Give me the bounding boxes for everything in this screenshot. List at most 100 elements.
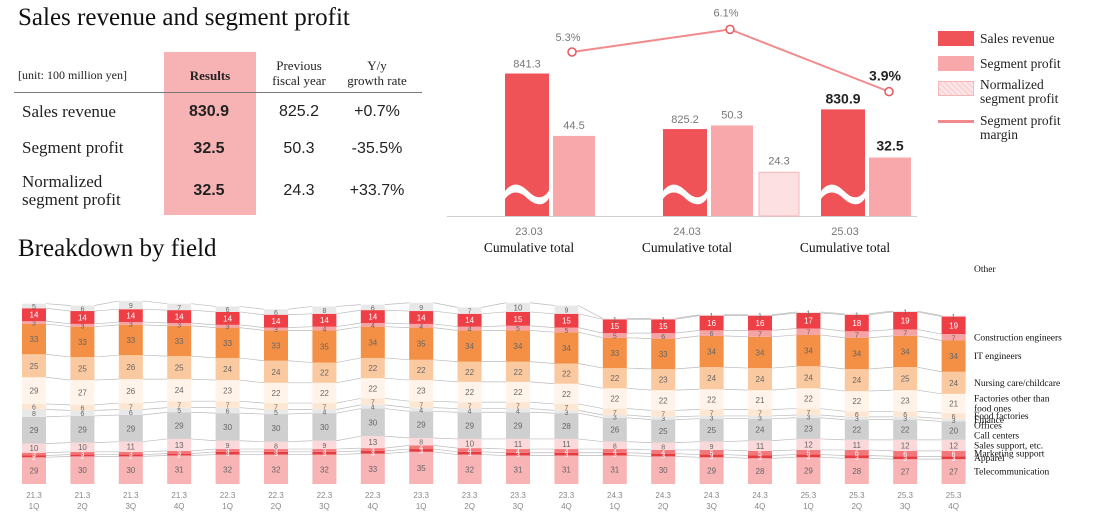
stack-segment xyxy=(506,412,530,439)
stack-segment xyxy=(796,312,821,329)
stack-value-label: 7 xyxy=(177,305,181,312)
stack-value-label: 22 xyxy=(320,389,329,398)
stack-value-label: 3 xyxy=(274,327,278,334)
stack-value-label: 5 xyxy=(177,408,181,415)
stack-segment xyxy=(554,327,579,333)
stack-value-label: 3 xyxy=(952,418,956,425)
stack-value-label: 17 xyxy=(804,317,813,326)
stack-connector xyxy=(45,353,942,373)
stack-value-label: 7 xyxy=(419,402,423,409)
sales-revenue-label: 825.2 xyxy=(671,114,699,126)
stack-value-label: 11 xyxy=(514,440,523,449)
stack-segment xyxy=(796,408,821,415)
stack-segment xyxy=(651,390,676,411)
stack-value-label: 1 xyxy=(661,317,665,324)
stack-segment xyxy=(602,408,627,415)
stack-value-label: 5 xyxy=(710,450,714,457)
stack-value-label: 7 xyxy=(468,403,472,410)
stack-value-label: 14 xyxy=(78,313,87,322)
stack-segment xyxy=(554,403,579,411)
stack-value-label: 3 xyxy=(806,414,810,421)
stack-segment xyxy=(22,321,46,324)
stack-segment xyxy=(312,326,337,331)
stack-value-label: 13 xyxy=(175,441,184,450)
stack-value-label: 2 xyxy=(32,454,36,461)
stack-segment xyxy=(457,326,482,331)
stack-value-label: 29 xyxy=(804,467,813,476)
stack-segment xyxy=(360,326,385,358)
stack-value-label: 25 xyxy=(659,427,668,436)
stack-segment xyxy=(409,380,434,402)
stack-segment xyxy=(506,438,530,450)
stack-value-label: 12 xyxy=(949,441,958,450)
stack-value-label: 21 xyxy=(949,400,958,409)
stack-value-label: 6 xyxy=(129,410,133,417)
stack-value-label: 33 xyxy=(30,335,39,344)
stack-segment xyxy=(70,410,95,416)
stack-value-label: 9 xyxy=(322,443,326,450)
stack-segment xyxy=(409,401,434,408)
stack-value-label: 3 xyxy=(129,451,133,458)
stack-value-label: 33 xyxy=(223,339,232,348)
stack-segment xyxy=(264,314,288,328)
quarter-year-label: 21.3 xyxy=(171,491,187,500)
stack-value-label: 3 xyxy=(419,448,423,455)
stack-value-label: 3 xyxy=(661,453,665,460)
stack-value-label: 10 xyxy=(30,444,39,453)
stack-segment xyxy=(893,439,918,451)
stack-value-label: 14 xyxy=(30,311,39,320)
stack-value-label: 11 xyxy=(127,443,136,452)
stack-segment xyxy=(409,327,434,360)
stack-value-label: 5 xyxy=(32,304,36,311)
stack-value-label: 3 xyxy=(564,452,568,459)
stack-segment xyxy=(941,334,966,341)
stack-segment xyxy=(506,302,530,312)
stack-segment xyxy=(409,302,434,312)
series-label: Construction engineers xyxy=(974,333,1062,343)
stack-segment xyxy=(215,324,240,328)
stack-segment xyxy=(602,319,627,334)
stack-segment xyxy=(893,329,918,336)
stack-connector xyxy=(45,307,942,320)
stack-segment xyxy=(699,454,724,458)
stack-segment xyxy=(941,315,966,317)
quarter-label: 4Q xyxy=(174,502,185,511)
stack-segment xyxy=(167,356,192,380)
stack-segment xyxy=(264,309,288,315)
legend-line xyxy=(938,120,974,123)
quarter-label: 4Q xyxy=(367,502,378,511)
stack-value-label: 6 xyxy=(710,331,714,338)
stack-segment xyxy=(457,451,482,455)
stack-segment xyxy=(264,360,288,383)
stack-segment xyxy=(941,393,966,414)
stack-segment xyxy=(457,454,482,484)
stack-value-label: 15 xyxy=(610,322,619,331)
stack-segment xyxy=(844,416,869,420)
stack-value-label: 28 xyxy=(756,467,765,476)
row-prev-sales: 825.2 xyxy=(278,103,320,120)
series-label: IT engineers xyxy=(974,352,1022,362)
stack-value-label: 6 xyxy=(80,411,84,418)
stack-segment xyxy=(118,415,143,442)
stack-value-label: 10 xyxy=(78,443,87,452)
stack-value-label: 23 xyxy=(659,376,668,385)
stack-segment xyxy=(70,323,95,327)
stack-segment xyxy=(22,303,46,309)
stack-value-label: 3 xyxy=(226,324,230,331)
stack-value-label: 1 xyxy=(758,313,762,320)
stack-value-label: 19 xyxy=(901,317,910,326)
stack-value-label: 3 xyxy=(710,415,714,422)
stack-value-label: 6 xyxy=(855,412,859,419)
stack-segment xyxy=(215,413,240,441)
stack-segment xyxy=(941,439,966,451)
stack-segment xyxy=(941,316,966,335)
stack-value-label: 25 xyxy=(175,364,184,373)
stack-segment xyxy=(118,441,143,452)
stack-segment xyxy=(748,315,772,331)
quarter-label: 3Q xyxy=(706,502,717,511)
quarter-label: 1Q xyxy=(803,502,814,511)
normalized-profit-bar xyxy=(758,171,800,217)
stack-value-label: 22 xyxy=(852,426,861,435)
stack-segment xyxy=(312,362,337,383)
legend-label: Sales revenue xyxy=(980,31,1055,46)
